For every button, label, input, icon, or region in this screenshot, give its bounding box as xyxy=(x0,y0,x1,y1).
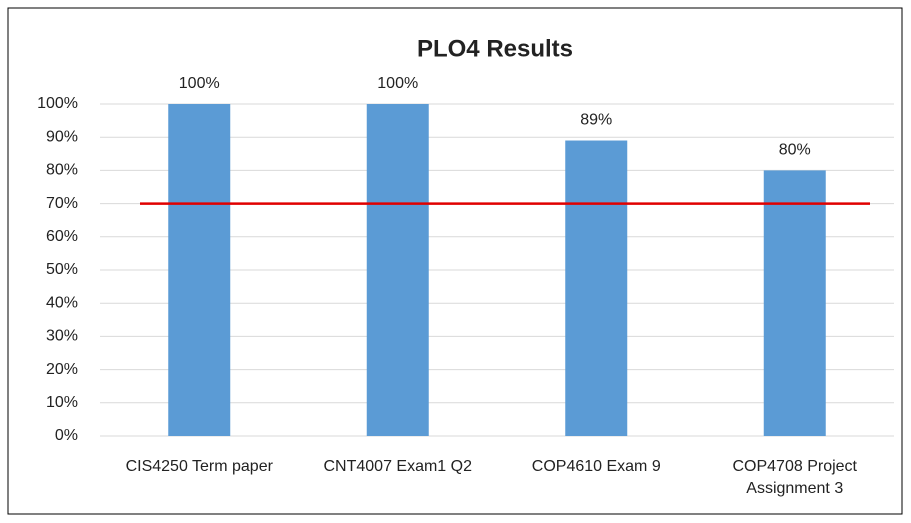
value-label: 100% xyxy=(377,75,418,92)
y-tick-label: 40% xyxy=(46,294,78,311)
y-tick-label: 100% xyxy=(37,95,78,112)
y-tick-label: 0% xyxy=(55,427,78,444)
bar xyxy=(366,104,429,436)
y-tick-label: 70% xyxy=(46,195,78,212)
value-label: 100% xyxy=(179,75,220,92)
y-tick-label: 80% xyxy=(46,162,78,179)
x-tick-label: CNT4007 Exam1 Q2 xyxy=(323,458,472,475)
y-tick-label: 10% xyxy=(46,394,78,411)
y-tick-label: 20% xyxy=(46,361,78,378)
bar xyxy=(763,170,826,436)
x-tick-label: COP4610 Exam 9 xyxy=(531,458,661,475)
bar xyxy=(565,140,628,436)
value-label: 89% xyxy=(580,112,612,129)
bar xyxy=(168,104,231,436)
x-tick-label: COP4708 Project Assignment 3 xyxy=(732,458,857,497)
x-tick-label: CIS4250 Term paper xyxy=(125,458,273,475)
y-tick-label: 30% xyxy=(46,328,78,345)
value-label: 80% xyxy=(779,142,811,159)
y-tick-label: 60% xyxy=(46,228,78,245)
chart-border xyxy=(7,7,903,515)
y-tick-label: 90% xyxy=(46,128,78,145)
y-tick-label: 50% xyxy=(46,261,78,278)
chart-title: PLO4 Results xyxy=(417,35,573,62)
